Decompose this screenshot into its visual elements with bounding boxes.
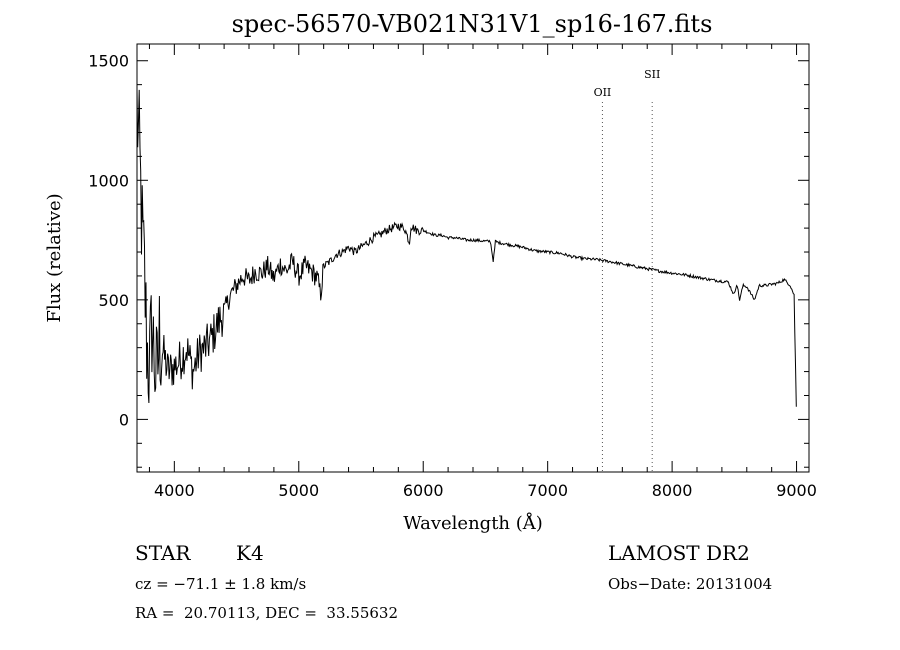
line-marker-label: SII [644,68,660,81]
x-axis-label: Wavelength (Å) [403,512,543,534]
x-tick-label: 7000 [527,481,568,500]
y-tick-label: 1500 [88,52,129,71]
plot-frame [136,43,810,473]
x-tick-label: 5000 [278,481,319,500]
emission-line-markers: OII SII [594,68,660,472]
x-tick-label: 8000 [652,481,693,500]
object-subclass: K4 [236,541,264,565]
axis-ticks: 4000 5000 6000 7000 8000 9000 0 500 1000 1500 [88,44,817,500]
sky-coordinates: RA = 20.70113, DEC = 33.55632 [135,604,399,622]
x-tick-label: 6000 [403,481,444,500]
x-tick-label: 4000 [154,481,195,500]
y-tick-label: 1000 [88,171,129,190]
survey-name: LAMOST DR2 [608,541,750,565]
x-tick-label: 9000 [776,481,817,500]
spectrum-line [136,89,797,407]
chart-title: spec-56570-VB021N31V1_sp16-167.fits [232,10,713,38]
y-tick-label: 500 [98,291,129,310]
object-class: STAR [135,541,191,565]
y-axis-label: Flux (relative) [44,193,65,322]
line-marker-label: OII [594,86,612,99]
redshift-velocity: cz = −71.1 ± 1.8 km/s [135,575,307,593]
observation-date: Obs−Date: 20131004 [608,575,773,593]
y-tick-label: 0 [119,410,129,429]
